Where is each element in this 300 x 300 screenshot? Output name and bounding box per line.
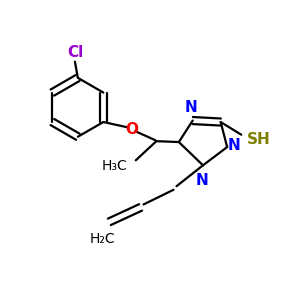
Text: Cl: Cl [67,45,83,60]
Text: O: O [125,122,138,137]
Text: H₂C: H₂C [90,232,116,246]
Text: N: N [195,173,208,188]
Text: N: N [185,100,198,115]
Text: N: N [227,138,240,153]
Text: H₃C: H₃C [101,159,127,173]
Text: SH: SH [247,132,271,147]
